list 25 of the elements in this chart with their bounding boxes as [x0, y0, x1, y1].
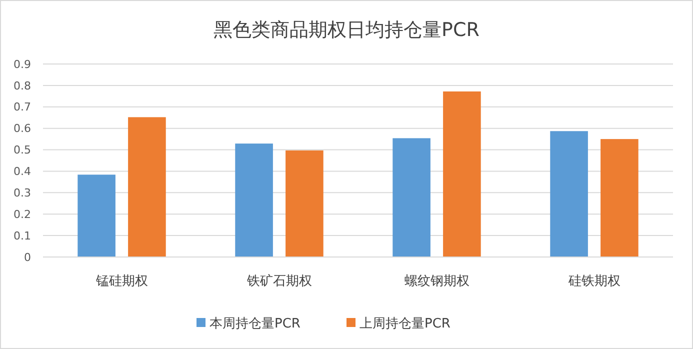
y-tick-label: 0.9: [14, 58, 31, 71]
y-tick-label: 0: [24, 250, 31, 264]
bar: [235, 144, 273, 257]
bar: [128, 117, 166, 257]
y-tick-label: 0.8: [14, 79, 31, 92]
y-tick-label: 0.3: [14, 186, 31, 200]
chart-title: 黑色类商品期权日均持仓量PCR: [214, 19, 480, 41]
legend-label: 本周持仓量PCR: [210, 316, 300, 332]
x-tick-label: 铁矿石期权: [246, 274, 312, 289]
y-tick-label: 0.2: [14, 208, 31, 221]
y-tick-label: 0.4: [14, 165, 31, 178]
y-tick-label: 0.1: [14, 229, 31, 242]
legend-label: 上周持仓量PCR: [360, 316, 450, 332]
x-tick-label: 锰硅期权: [94, 274, 148, 289]
bar: [78, 174, 116, 257]
x-tick-label: 硅铁期权: [567, 274, 620, 289]
y-tick-label: 0.6: [14, 122, 31, 136]
bar: [600, 139, 638, 257]
y-tick-label: 0.5: [14, 144, 31, 157]
bar: [286, 150, 324, 257]
bar: [550, 131, 588, 257]
x-tick-label: 螺纹钢期权: [404, 274, 470, 289]
bar: [443, 91, 481, 257]
y-tick-label: 0.7: [14, 100, 31, 114]
bar: [392, 138, 430, 257]
